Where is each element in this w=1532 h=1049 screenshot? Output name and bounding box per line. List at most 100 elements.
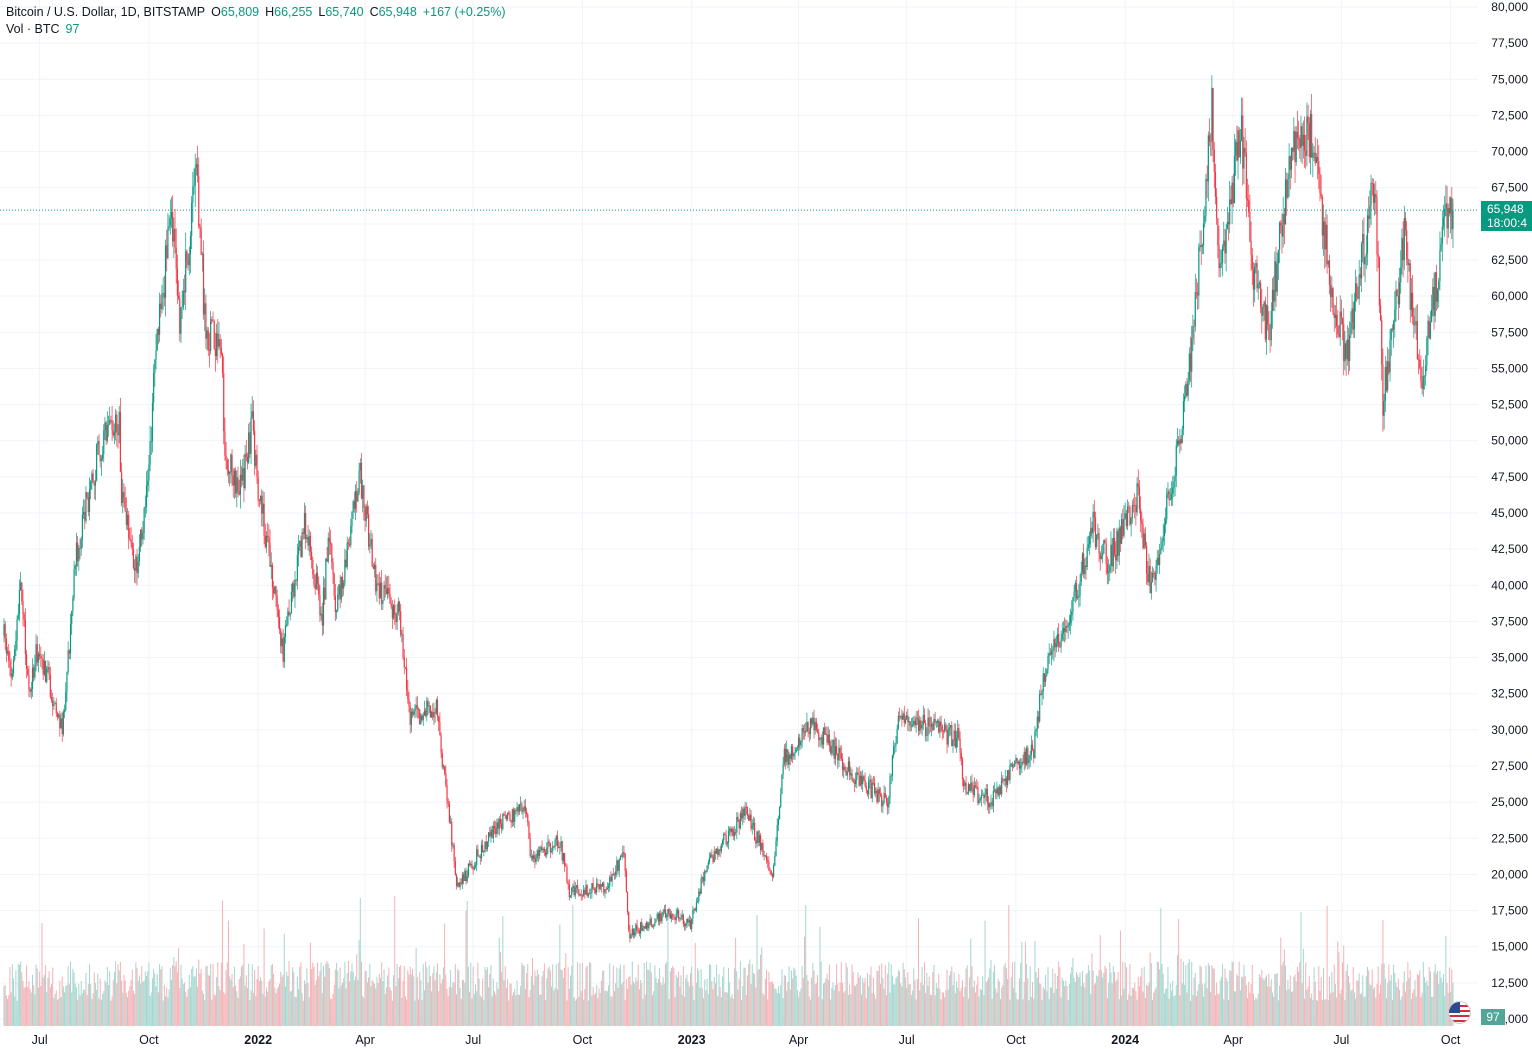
candle-body (574, 887, 576, 896)
volume-bar (1425, 982, 1427, 1026)
volume-bar (1307, 986, 1309, 1026)
candle-body (40, 656, 42, 659)
candle-body (976, 786, 978, 788)
candle-body (258, 500, 260, 502)
candle-body (192, 186, 194, 203)
candle-body (320, 613, 322, 616)
candle-body (151, 402, 154, 442)
volume-bar (192, 966, 194, 1026)
volume-bar (263, 928, 265, 1026)
candle-body (182, 290, 184, 307)
volume-bar (665, 963, 667, 1026)
candle-body (659, 913, 661, 922)
volume-bar (925, 993, 927, 1026)
volume-bar (73, 972, 75, 1026)
candle-body (451, 821, 453, 846)
y-tick-label: 12,500 (1491, 976, 1528, 990)
candle-body (1321, 197, 1323, 236)
volume-bar (598, 988, 600, 1026)
us-flag-icon[interactable] (1448, 1001, 1471, 1024)
volume-bar (687, 981, 689, 1026)
volume-bar (1034, 940, 1036, 1026)
volume-bar (604, 990, 606, 1026)
candle-body (757, 831, 759, 843)
volume-bar (863, 982, 865, 1026)
volume-bar (1168, 998, 1170, 1026)
candle-body (417, 709, 420, 710)
volume-bar (1431, 996, 1433, 1026)
candle-body (1207, 135, 1209, 182)
candle-body (1169, 499, 1171, 501)
price-axis[interactable]: 80,00077,50075,00072,50070,00067,50065,0… (1491, 0, 1528, 1026)
volume-bar (9, 967, 11, 1026)
volume-bar (1117, 972, 1119, 1026)
candle-body (800, 741, 802, 746)
candle-body (202, 253, 205, 315)
candle-body (44, 660, 47, 682)
candle-body (142, 532, 144, 540)
candle-body (921, 725, 923, 729)
volume-bar (1216, 982, 1218, 1026)
candle-body (919, 720, 921, 731)
volume-bar (112, 979, 114, 1026)
candle-body (911, 724, 914, 726)
candle-body (6, 651, 9, 654)
candle-body (1162, 535, 1164, 542)
candle-body (251, 411, 253, 418)
volume-bar (376, 977, 378, 1026)
candle-body (946, 729, 948, 745)
volume-bar (725, 992, 727, 1026)
candle-body (154, 359, 156, 374)
volume-bar (128, 990, 130, 1026)
volume-bar (328, 968, 330, 1026)
candle-body (625, 871, 627, 892)
candle-body (470, 863, 472, 866)
candle-body (172, 211, 174, 242)
volume-bar (458, 970, 460, 1026)
candle-body (765, 855, 768, 861)
time-axis[interactable]: Jul Oct 2022 Apr Jul Oct 2023 Apr Jul Oct 2024 Apr J… (32, 1033, 1461, 1047)
volume-bar (4, 985, 6, 1026)
volume-bar (46, 991, 48, 1026)
candle-body (91, 473, 93, 481)
candle-body (539, 849, 541, 856)
candle-body (786, 749, 788, 762)
y-tick-label: 37,500 (1491, 614, 1528, 628)
candle-body (1288, 156, 1290, 179)
volume-bar (491, 996, 493, 1026)
volume-bar (1288, 989, 1290, 1026)
candle-body (119, 411, 121, 472)
volume-bar (270, 965, 272, 1026)
candle-body (1319, 174, 1321, 194)
candle-body (902, 713, 904, 720)
volume-bar (1323, 968, 1325, 1026)
candle-body (1375, 194, 1377, 197)
volume-bar (1067, 1000, 1069, 1026)
candle-body (1168, 491, 1170, 501)
candle-body (163, 293, 165, 298)
candle-body (62, 712, 64, 735)
candle-body (1102, 553, 1104, 556)
candle-body (635, 924, 637, 933)
candle-body (196, 164, 199, 177)
volume-bar (99, 978, 101, 1026)
candle-body (844, 766, 846, 771)
volume-bar (748, 964, 750, 1026)
volume-bar (71, 992, 73, 1026)
candle-body (930, 723, 933, 727)
volume-label[interactable]: Vol · BTC (6, 22, 60, 36)
volume-bar (124, 980, 126, 1026)
candle-body (825, 734, 827, 735)
candle-body (835, 745, 838, 754)
candle-body (554, 839, 556, 847)
symbol-description[interactable]: Bitcoin / U.S. Dollar, 1D, BITSTAMP (6, 5, 206, 19)
volume-bar (845, 962, 847, 1026)
volume-bar (735, 937, 737, 1026)
candle-body (408, 699, 410, 707)
volume-bar (1359, 994, 1361, 1026)
volume-bar (1218, 993, 1220, 1026)
candle-body (948, 727, 951, 730)
candle-body (509, 813, 511, 822)
volume-bar (629, 976, 631, 1026)
